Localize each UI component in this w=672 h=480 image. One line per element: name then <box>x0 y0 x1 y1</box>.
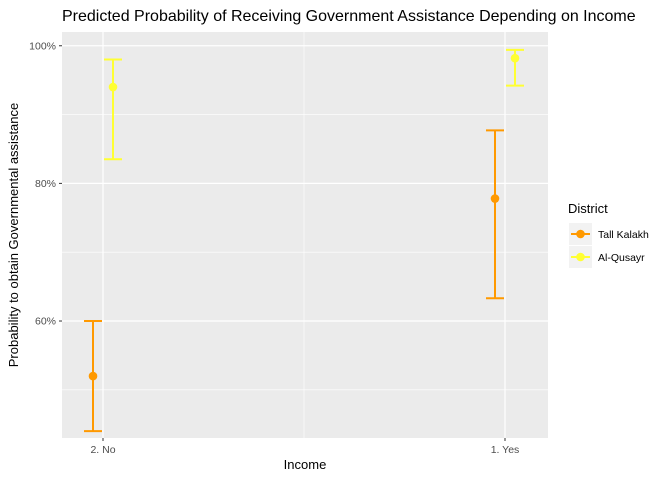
legend-label-al-qusayr: Al-Qusayr <box>598 252 645 264</box>
x-axis-title: Income <box>284 457 327 472</box>
legend-keys <box>569 223 592 268</box>
y-axis-title: Probability to obtain Governmental assis… <box>6 103 21 367</box>
legend-key-point <box>576 252 585 262</box>
data-point <box>510 53 520 63</box>
data-point <box>490 194 500 203</box>
legend-label-tall-kalakh: Tall Kalakh <box>598 229 649 241</box>
legend-key-point <box>576 229 585 239</box>
x-tick-label: 1. Yes <box>491 444 520 456</box>
y-tick-label: 100% <box>29 40 56 52</box>
data-point <box>108 82 118 92</box>
y-tick-label: 80% <box>35 178 56 190</box>
plot-panel <box>62 32 548 438</box>
grid-lines <box>62 32 548 438</box>
data-point <box>88 371 98 381</box>
data-layer <box>84 48 524 433</box>
legend: District Tall Kalakh Al-Qusayr <box>568 201 649 268</box>
y-tick-label: 60% <box>35 316 56 328</box>
axes: 60% 80% 100% 2. No 1. Yes <box>29 40 519 456</box>
chart-title: Predicted Probability of Receiving Gover… <box>62 8 636 25</box>
legend-title: District <box>568 201 608 216</box>
x-tick-label: 2. No <box>90 444 115 456</box>
